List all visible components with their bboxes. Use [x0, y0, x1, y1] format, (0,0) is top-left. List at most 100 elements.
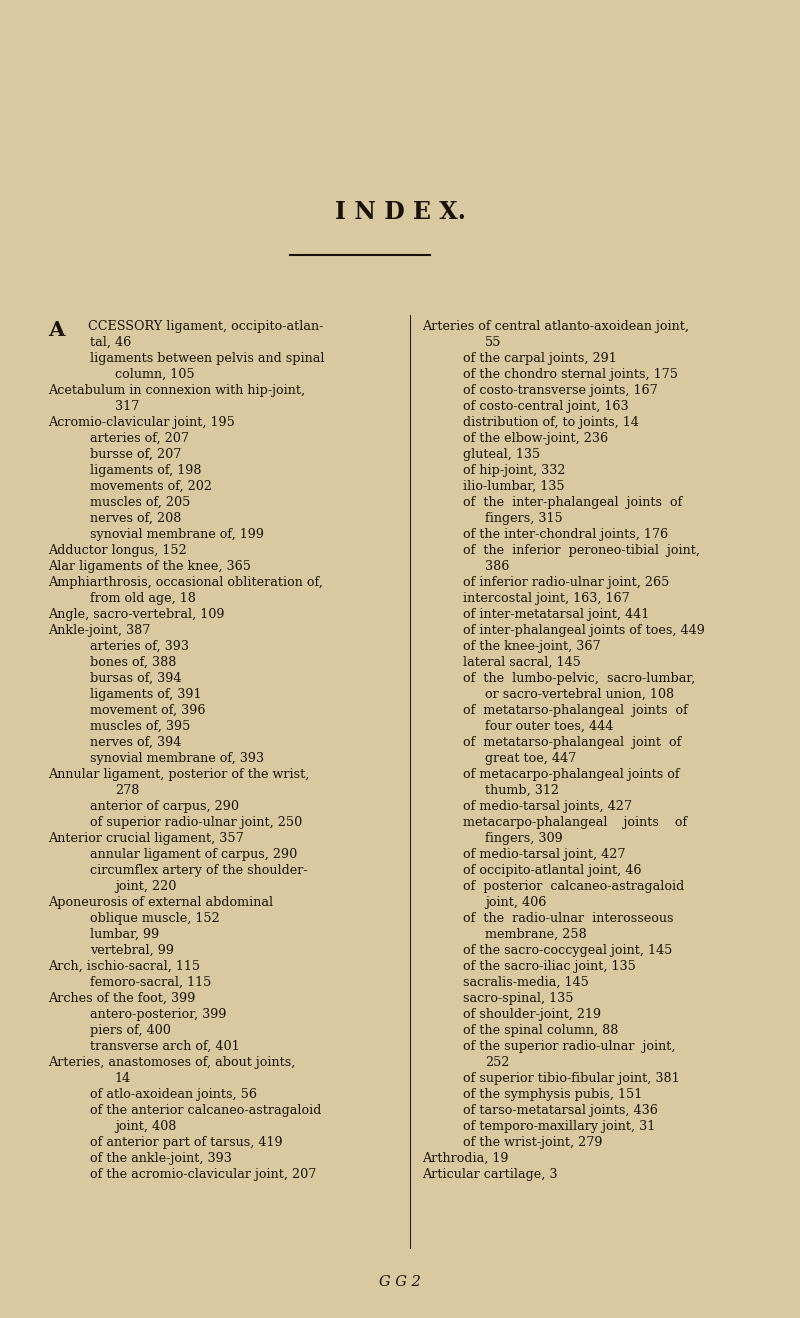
Text: bursas of, 394: bursas of, 394 — [90, 672, 182, 685]
Text: ligaments of, 198: ligaments of, 198 — [90, 464, 202, 477]
Text: lateral sacral, 145: lateral sacral, 145 — [463, 656, 581, 670]
Text: Annular ligament, posterior of the wrist,: Annular ligament, posterior of the wrist… — [48, 768, 310, 782]
Text: thumb, 312: thumb, 312 — [485, 784, 559, 797]
Text: annular ligament of carpus, 290: annular ligament of carpus, 290 — [90, 847, 298, 861]
Text: muscles of, 395: muscles of, 395 — [90, 720, 190, 733]
Text: of metacarpo-phalangeal joints of: of metacarpo-phalangeal joints of — [463, 768, 680, 782]
Text: of the chondro sternal joints, 175: of the chondro sternal joints, 175 — [463, 368, 678, 381]
Text: four outer toes, 444: four outer toes, 444 — [485, 720, 614, 733]
Text: Articular cartilage, 3: Articular cartilage, 3 — [422, 1168, 558, 1181]
Text: bones of, 388: bones of, 388 — [90, 656, 176, 670]
Text: of temporo-maxillary joint, 31: of temporo-maxillary joint, 31 — [463, 1120, 655, 1133]
Text: Arch, ischio-sacral, 115: Arch, ischio-sacral, 115 — [48, 960, 200, 973]
Text: of the acromio-clavicular joint, 207: of the acromio-clavicular joint, 207 — [90, 1168, 316, 1181]
Text: of costo-transverse joints, 167: of costo-transverse joints, 167 — [463, 384, 658, 397]
Text: tal, 46: tal, 46 — [90, 336, 131, 349]
Text: 278: 278 — [115, 784, 139, 797]
Text: 14: 14 — [115, 1072, 131, 1085]
Text: arteries of, 207: arteries of, 207 — [90, 432, 189, 445]
Text: fingers, 309: fingers, 309 — [485, 832, 562, 845]
Text: sacralis-media, 145: sacralis-media, 145 — [463, 977, 589, 988]
Text: Ankle-joint, 387: Ankle-joint, 387 — [48, 623, 150, 637]
Text: 55: 55 — [485, 336, 502, 349]
Text: of superior radio-ulnar joint, 250: of superior radio-ulnar joint, 250 — [90, 816, 302, 829]
Text: vertebral, 99: vertebral, 99 — [90, 944, 174, 957]
Text: of the symphysis pubis, 151: of the symphysis pubis, 151 — [463, 1087, 642, 1101]
Text: synovial membrane of, 199: synovial membrane of, 199 — [90, 529, 264, 540]
Text: of the sacro-coccygeal joint, 145: of the sacro-coccygeal joint, 145 — [463, 944, 672, 957]
Text: of the inter-chondral joints, 176: of the inter-chondral joints, 176 — [463, 529, 668, 540]
Text: of superior tibio-fibular joint, 381: of superior tibio-fibular joint, 381 — [463, 1072, 680, 1085]
Text: antero-posterior, 399: antero-posterior, 399 — [90, 1008, 226, 1021]
Text: oblique muscle, 152: oblique muscle, 152 — [90, 912, 220, 925]
Text: intercostal joint, 163, 167: intercostal joint, 163, 167 — [463, 592, 630, 605]
Text: of medio-tarsal joints, 427: of medio-tarsal joints, 427 — [463, 800, 632, 813]
Text: bursse of, 207: bursse of, 207 — [90, 448, 182, 461]
Text: of  posterior  calcaneo-astragaloid: of posterior calcaneo-astragaloid — [463, 880, 684, 894]
Text: movement of, 396: movement of, 396 — [90, 704, 206, 717]
Text: I N D E X.: I N D E X. — [334, 200, 466, 224]
Text: of the anterior calcaneo-astragaloid: of the anterior calcaneo-astragaloid — [90, 1104, 322, 1116]
Text: of the superior radio-ulnar  joint,: of the superior radio-ulnar joint, — [463, 1040, 675, 1053]
Text: column, 105: column, 105 — [115, 368, 194, 381]
Text: of  metatarso-phalangeal  joints  of: of metatarso-phalangeal joints of — [463, 704, 688, 717]
Text: piers of, 400: piers of, 400 — [90, 1024, 171, 1037]
Text: of costo-central joint, 163: of costo-central joint, 163 — [463, 399, 629, 413]
Text: Arteries of central atlanto-axoidean joint,: Arteries of central atlanto-axoidean joi… — [422, 320, 689, 333]
Text: Arches of the foot, 399: Arches of the foot, 399 — [48, 992, 195, 1006]
Text: femoro-sacral, 115: femoro-sacral, 115 — [90, 977, 211, 988]
Text: of the sacro-iliac joint, 135: of the sacro-iliac joint, 135 — [463, 960, 636, 973]
Text: joint, 406: joint, 406 — [485, 896, 546, 909]
Text: circumflex artery of the shoulder-: circumflex artery of the shoulder- — [90, 865, 308, 876]
Text: of  metatarso-phalangeal  joint  of: of metatarso-phalangeal joint of — [463, 735, 682, 749]
Text: of the knee-joint, 367: of the knee-joint, 367 — [463, 641, 601, 652]
Text: Arteries, anastomoses of, about joints,: Arteries, anastomoses of, about joints, — [48, 1056, 295, 1069]
Text: of  the  radio-ulnar  interosseous: of the radio-ulnar interosseous — [463, 912, 674, 925]
Text: of  the  inferior  peroneo-tibial  joint,: of the inferior peroneo-tibial joint, — [463, 544, 700, 558]
Text: of medio-tarsal joint, 427: of medio-tarsal joint, 427 — [463, 847, 626, 861]
Text: of hip-joint, 332: of hip-joint, 332 — [463, 464, 566, 477]
Text: joint, 220: joint, 220 — [115, 880, 176, 894]
Text: Acetabulum in connexion with hip-joint,: Acetabulum in connexion with hip-joint, — [48, 384, 305, 397]
Text: Aponeurosis of external abdominal: Aponeurosis of external abdominal — [48, 896, 273, 909]
Text: of occipito-atlantal joint, 46: of occipito-atlantal joint, 46 — [463, 865, 642, 876]
Text: arteries of, 393: arteries of, 393 — [90, 641, 189, 652]
Text: nerves of, 394: nerves of, 394 — [90, 735, 182, 749]
Text: of the elbow-joint, 236: of the elbow-joint, 236 — [463, 432, 608, 445]
Text: of  the  inter-phalangeal  joints  of: of the inter-phalangeal joints of — [463, 496, 682, 509]
Text: movements of, 202: movements of, 202 — [90, 480, 212, 493]
Text: ilio-lumbar, 135: ilio-lumbar, 135 — [463, 480, 565, 493]
Text: of shoulder-joint, 219: of shoulder-joint, 219 — [463, 1008, 601, 1021]
Text: of inter-metatarsal joint, 441: of inter-metatarsal joint, 441 — [463, 608, 650, 621]
Text: Arthrodia, 19: Arthrodia, 19 — [422, 1152, 509, 1165]
Text: or sacro-vertebral union, 108: or sacro-vertebral union, 108 — [485, 688, 674, 701]
Text: nerves of, 208: nerves of, 208 — [90, 511, 182, 525]
Text: lumbar, 99: lumbar, 99 — [90, 928, 159, 941]
Text: CCESSORY ligament, occipito-atlan-: CCESSORY ligament, occipito-atlan- — [88, 320, 323, 333]
Text: transverse arch of, 401: transverse arch of, 401 — [90, 1040, 240, 1053]
Text: gluteal, 135: gluteal, 135 — [463, 448, 540, 461]
Text: ligaments of, 391: ligaments of, 391 — [90, 688, 202, 701]
Text: of anterior part of tarsus, 419: of anterior part of tarsus, 419 — [90, 1136, 282, 1149]
Text: A: A — [48, 320, 64, 340]
Text: synovial membrane of, 393: synovial membrane of, 393 — [90, 753, 264, 764]
Text: of tarso-metatarsal joints, 436: of tarso-metatarsal joints, 436 — [463, 1104, 658, 1116]
Text: anterior of carpus, 290: anterior of carpus, 290 — [90, 800, 239, 813]
Text: fingers, 315: fingers, 315 — [485, 511, 562, 525]
Text: of inferior radio-ulnar joint, 265: of inferior radio-ulnar joint, 265 — [463, 576, 670, 589]
Text: Adductor longus, 152: Adductor longus, 152 — [48, 544, 186, 558]
Text: muscles of, 205: muscles of, 205 — [90, 496, 190, 509]
Text: Angle, sacro-vertebral, 109: Angle, sacro-vertebral, 109 — [48, 608, 225, 621]
Text: from old age, 18: from old age, 18 — [90, 592, 196, 605]
Text: of inter-phalangeal joints of toes, 449: of inter-phalangeal joints of toes, 449 — [463, 623, 705, 637]
Text: sacro-spinal, 135: sacro-spinal, 135 — [463, 992, 574, 1006]
Text: Acromio-clavicular joint, 195: Acromio-clavicular joint, 195 — [48, 416, 235, 428]
Text: great toe, 447: great toe, 447 — [485, 753, 576, 764]
Text: of the carpal joints, 291: of the carpal joints, 291 — [463, 352, 617, 365]
Text: 252: 252 — [485, 1056, 510, 1069]
Text: Alar ligaments of the knee, 365: Alar ligaments of the knee, 365 — [48, 560, 251, 573]
Text: Anterior crucial ligament, 357: Anterior crucial ligament, 357 — [48, 832, 244, 845]
Text: distribution of, to joints, 14: distribution of, to joints, 14 — [463, 416, 639, 428]
Text: of the spinal column, 88: of the spinal column, 88 — [463, 1024, 618, 1037]
Text: of atlo-axoidean joints, 56: of atlo-axoidean joints, 56 — [90, 1087, 257, 1101]
